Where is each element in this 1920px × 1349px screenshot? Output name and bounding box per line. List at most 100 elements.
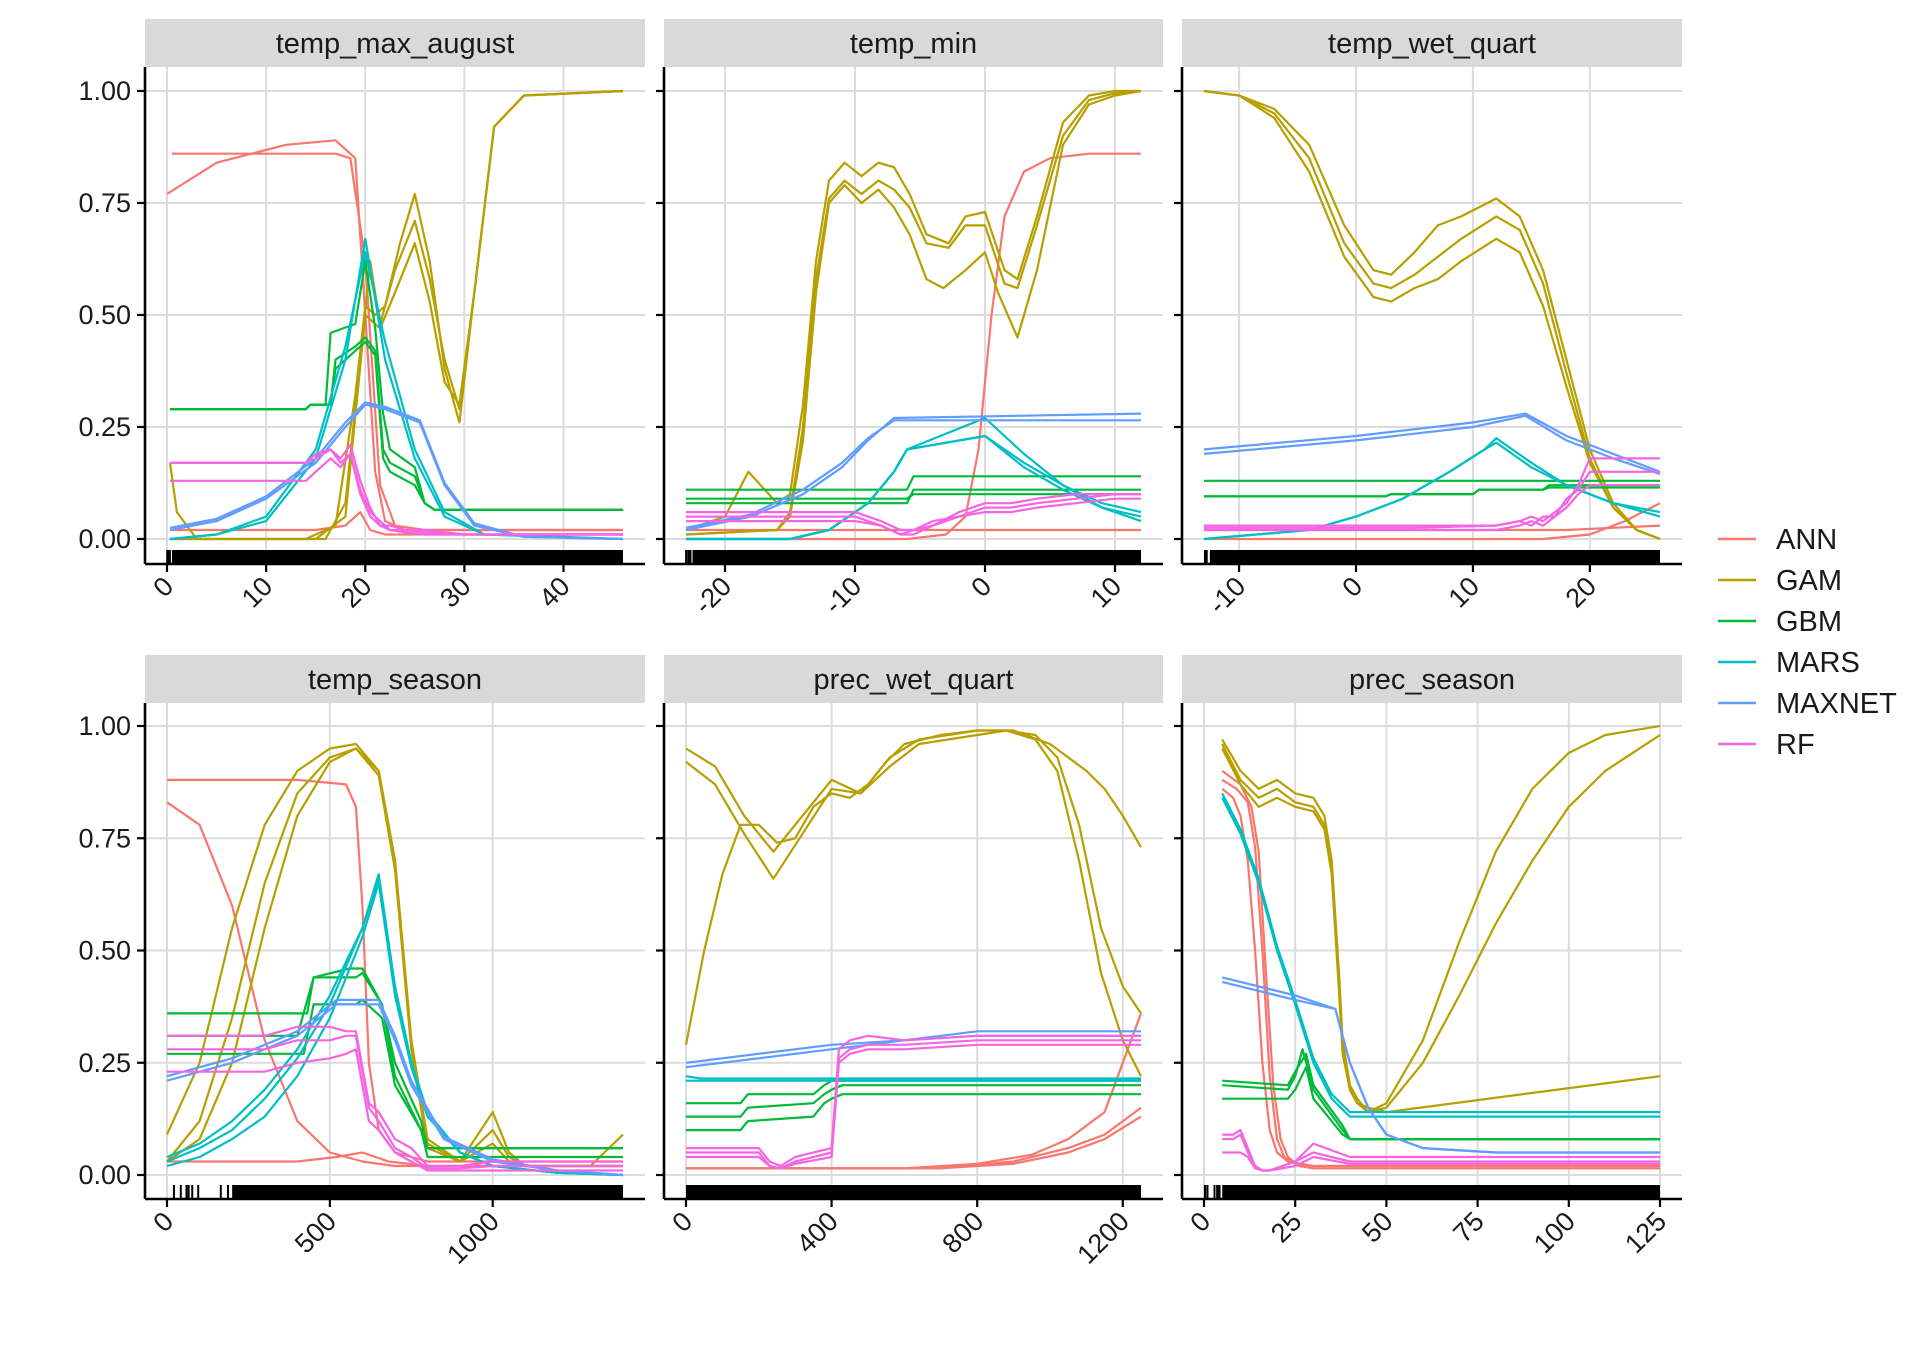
series-line-mars	[686, 434, 1142, 541]
series-line-gbm	[686, 1084, 1141, 1118]
legend-label: RF	[1776, 729, 1815, 761]
series-line-gbm	[686, 1079, 1141, 1105]
series-line-gbm	[1222, 1066, 1660, 1141]
panel-prec-wet-quart: prec_wet_quart 0 400 800 1200	[656, 655, 1163, 1270]
series-line-gam	[165, 742, 623, 1168]
y-tick-label: 1.00	[78, 711, 131, 741]
rug-band	[232, 1185, 623, 1199]
series-line-rf	[686, 493, 1141, 536]
series-line-rf	[170, 452, 623, 536]
series-line-gbm	[686, 1093, 1141, 1132]
series-line-ann	[1221, 788, 1660, 1168]
series-line-maxnet	[1203, 412, 1661, 473]
panel-temp-max-august: temp_max_august 0.00 0.25 0.50 0.75 1.00 0 10 20…	[78, 19, 645, 613]
series-line-mars	[686, 434, 1142, 541]
rug-band	[171, 550, 623, 564]
x-tick-label: 25	[1265, 1206, 1307, 1248]
legend-item-rf: RF	[1718, 729, 1815, 761]
legend-item-maxnet: MAXNET	[1718, 688, 1897, 720]
facet-title: prec_wet_quart	[814, 664, 1014, 696]
panel-prec-season: prec_season 0 25 50 75 100 125	[1174, 655, 1682, 1259]
y-tick-label: 1.00	[78, 76, 131, 106]
facet-strip	[1182, 19, 1682, 67]
facet-title: temp_wet_quart	[1328, 28, 1536, 60]
facet-strip	[145, 19, 645, 67]
gridlines	[1182, 703, 1682, 1199]
series-line-ann	[686, 1106, 1142, 1170]
rug-band	[692, 550, 1141, 564]
rug-marks	[686, 1185, 1141, 1199]
series-line-rf	[167, 1048, 623, 1172]
x-tick-label: 0	[147, 571, 179, 603]
x-tick-label: 400	[791, 1206, 844, 1259]
series-line-mars	[1221, 792, 1660, 1114]
x-tick-label: 1000	[441, 1206, 505, 1270]
series-line-gbm	[170, 340, 623, 511]
series-line-ann	[167, 778, 623, 1163]
y-tick-label: 0.25	[78, 1048, 131, 1078]
series-line-maxnet	[166, 998, 624, 1177]
x-tick-label: 0	[1184, 1206, 1216, 1238]
series-line-rf	[170, 448, 623, 536]
series-line-rf	[686, 493, 1141, 536]
series-line-gam	[1221, 734, 1661, 1114]
series-line-maxnet	[169, 401, 624, 541]
x-tick-label: 20	[1560, 571, 1602, 613]
x-tick-label: 500	[289, 1206, 342, 1259]
legend-item-gbm: GBM	[1718, 606, 1842, 638]
series-line-gam	[685, 89, 1142, 536]
y-tick-label: 0.00	[78, 1160, 131, 1190]
series-line-ann	[172, 511, 623, 536]
panel-temp-wet-quart: temp_wet_quart -10 0 10 20	[1174, 19, 1682, 620]
series-line-mars	[685, 1075, 1141, 1080]
series-line-ann	[1204, 502, 1661, 541]
legend: ANN GAM GBM MARS MAXNET RF	[1718, 524, 1897, 761]
series-line-gbm	[686, 493, 1141, 500]
series-line-maxnet	[169, 403, 624, 541]
series-line-rf	[686, 1043, 1141, 1170]
x-tick-label: 75	[1447, 1206, 1489, 1248]
y-tick-label: 0.50	[78, 300, 131, 330]
series-line-gbm	[170, 336, 623, 511]
gridlines	[145, 703, 645, 1199]
x-tick-label: 50	[1356, 1206, 1398, 1248]
facet-title: temp_max_august	[276, 28, 515, 60]
series-lines	[165, 742, 624, 1177]
series-line-gbm	[686, 475, 1141, 491]
facet-strip	[664, 655, 1163, 703]
series-line-maxnet	[166, 1003, 624, 1177]
series-line-maxnet	[1221, 976, 1660, 1154]
series-lines	[166, 89, 624, 541]
x-tick-label: 10	[1085, 571, 1127, 613]
x-tick-label: 1200	[1071, 1206, 1135, 1270]
series-line-maxnet	[685, 419, 1141, 529]
rug-marks	[1203, 1185, 1660, 1199]
series-line-mars	[169, 251, 624, 541]
legend-label: MARS	[1776, 647, 1860, 679]
x-tick-label: 100	[1528, 1206, 1581, 1259]
y-tick-label: 0.50	[78, 936, 131, 966]
x-tick-label: 20	[335, 571, 377, 613]
series-line-rf	[1204, 484, 1660, 532]
series-lines	[1203, 89, 1661, 541]
series-line-gam	[1221, 724, 1661, 1114]
legend-label: GAM	[1776, 565, 1842, 597]
series-lines	[685, 89, 1142, 541]
rug-marks	[1203, 550, 1660, 564]
series-line-gam	[166, 747, 623, 1168]
series-line-rf	[167, 1025, 623, 1168]
series-line-gam	[1203, 89, 1661, 541]
y-tick-label: 0.75	[78, 188, 131, 218]
legend-item-mars: MARS	[1718, 647, 1860, 679]
rug-marks	[166, 550, 623, 564]
x-tick-label: 10	[1443, 571, 1485, 613]
x-tick-label: 0	[965, 571, 997, 603]
y-tick-label: 0.25	[78, 412, 131, 442]
series-line-gbm	[1222, 1052, 1660, 1141]
legend-label: GBM	[1776, 606, 1842, 638]
series-line-rf	[1204, 470, 1660, 529]
y-tick-label: 0.75	[78, 823, 131, 853]
rug-band	[1222, 1185, 1660, 1199]
facet-strip	[145, 655, 645, 703]
series-line-maxnet	[1221, 980, 1660, 1154]
